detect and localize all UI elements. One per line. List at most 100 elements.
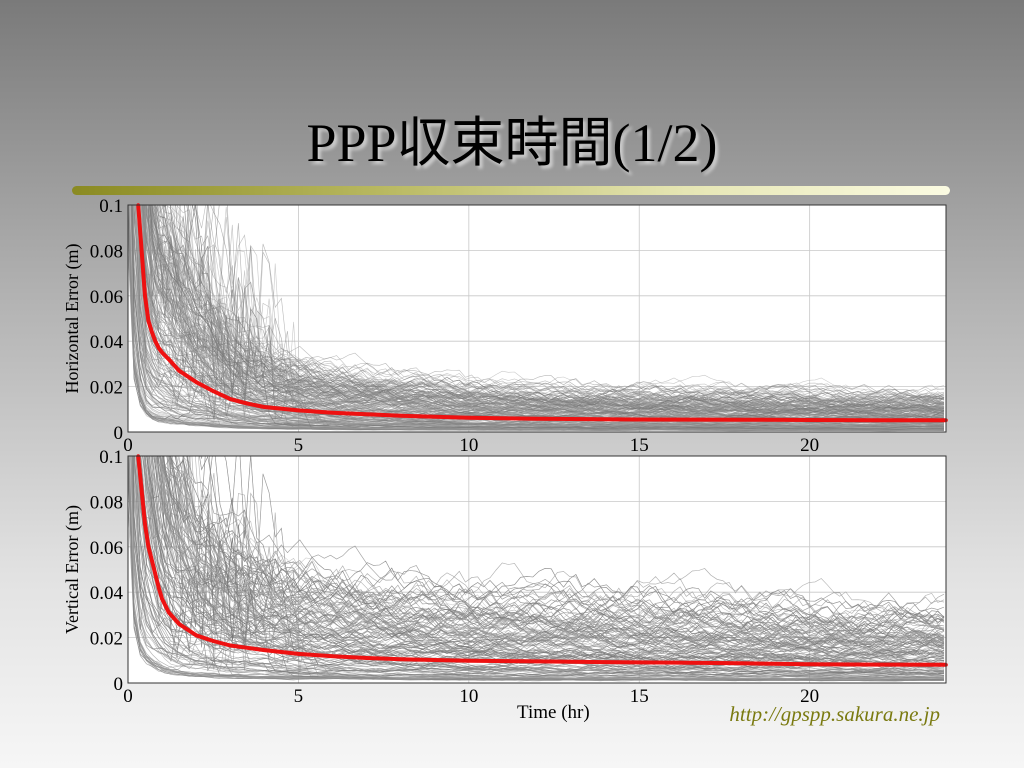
trace-line [160, 456, 945, 647]
x-tick-label: 10 [459, 686, 478, 707]
mean-point [167, 357, 171, 362]
mean-point [739, 417, 744, 422]
mean-point [228, 643, 233, 648]
trace-line [163, 456, 945, 650]
mean-point [156, 585, 161, 590]
trace-line [175, 456, 945, 618]
mean-point [146, 318, 151, 323]
trace-line [150, 205, 945, 417]
mean-point [671, 660, 676, 665]
trace-line [148, 456, 945, 661]
trace-line [169, 456, 945, 642]
x-tick-label: 20 [800, 686, 819, 707]
mean-point [177, 622, 181, 626]
x-tick-label: 0 [123, 686, 133, 707]
trace-line [133, 456, 945, 674]
chart-vertical: 0 0.02 0.04 0.06 0.08 0.1 0 5 10 15 20 Vertical Err… [62, 447, 948, 723]
mean-point [194, 633, 198, 638]
trace-line [147, 205, 945, 419]
mean-point [807, 418, 812, 422]
site-url: http://gpspp.sakura.ne.jp [729, 702, 940, 726]
trace-line [131, 205, 945, 430]
mean-point [153, 339, 158, 344]
mean-point [150, 558, 154, 563]
mean-point [245, 401, 250, 406]
mean-point [167, 610, 171, 615]
title-divider [72, 186, 950, 195]
trace-line [149, 205, 945, 410]
x-tick-label: 20 [800, 435, 819, 456]
trace-line [144, 456, 945, 665]
trace-line [133, 205, 945, 427]
mean-point [296, 408, 301, 413]
y-tick-label: 0.04 [90, 583, 124, 604]
trace-line [186, 456, 945, 635]
y-tick-label: 0.08 [90, 241, 123, 262]
x-tick-label: 0 [123, 435, 133, 456]
y-axis-label: Horizontal Error (m) [62, 244, 83, 394]
mean-point [364, 412, 369, 417]
trace-line [147, 205, 945, 419]
mean-point [364, 656, 369, 660]
y-tick-label: 0.04 [90, 332, 124, 353]
mean-point [143, 294, 147, 298]
y-tick-label: 0.06 [90, 287, 123, 308]
y-tick-label: 0.06 [90, 538, 123, 559]
mean-point [150, 330, 154, 334]
mean-point [535, 417, 539, 421]
mean-point [876, 418, 880, 422]
trace-line [144, 205, 945, 421]
mean-point [398, 413, 403, 418]
x-tick-label: 10 [459, 435, 478, 456]
trace-line [129, 456, 945, 681]
trace-line [154, 205, 945, 418]
trace-line [162, 205, 945, 409]
x-axis-label: Time (hr) [517, 702, 590, 723]
trace-line [160, 456, 945, 642]
trace-line [133, 456, 945, 675]
trace-line [128, 221, 945, 432]
y-tick-label: 0.08 [90, 492, 123, 513]
mean-point [739, 661, 744, 666]
trace-line [148, 456, 945, 662]
trace-line [131, 456, 945, 680]
trace-line [128, 459, 944, 682]
individual-traces [128, 456, 945, 682]
mean-point [228, 397, 233, 401]
trace-line [155, 456, 945, 660]
trace-line [151, 456, 945, 656]
trace-line [159, 456, 945, 645]
trace-line [132, 456, 945, 677]
trace-line [162, 205, 945, 400]
mean-point [262, 648, 267, 652]
trace-line [155, 205, 945, 410]
y-tick-label: 0 [114, 674, 124, 695]
mean-point [637, 417, 642, 422]
mean-point [211, 389, 216, 393]
x-tick-label: 5 [294, 686, 304, 707]
trace-line [161, 456, 945, 638]
mean-point [153, 572, 158, 576]
trace-line [133, 456, 945, 676]
trace-line [156, 456, 945, 658]
trace-line [151, 205, 945, 415]
y-tick-label: 0.1 [99, 196, 123, 217]
mean-point [398, 657, 403, 661]
mean-point [211, 639, 216, 643]
mean-point [143, 522, 147, 526]
mean-point [330, 654, 335, 659]
trace-line [163, 456, 945, 634]
y-axis-label: Vertical Error (m) [62, 505, 83, 634]
mean-point [245, 646, 250, 650]
mean-point [156, 346, 161, 350]
plot-frame [127, 204, 947, 433]
mean-point [139, 488, 144, 492]
y-tick-label: 0.1 [99, 447, 123, 468]
trace-line [200, 456, 945, 646]
mean-point [160, 350, 164, 355]
mean-point [535, 659, 539, 664]
trace-line [132, 456, 945, 679]
mean-point [177, 368, 181, 373]
y-tick-label: 0.02 [90, 378, 123, 399]
